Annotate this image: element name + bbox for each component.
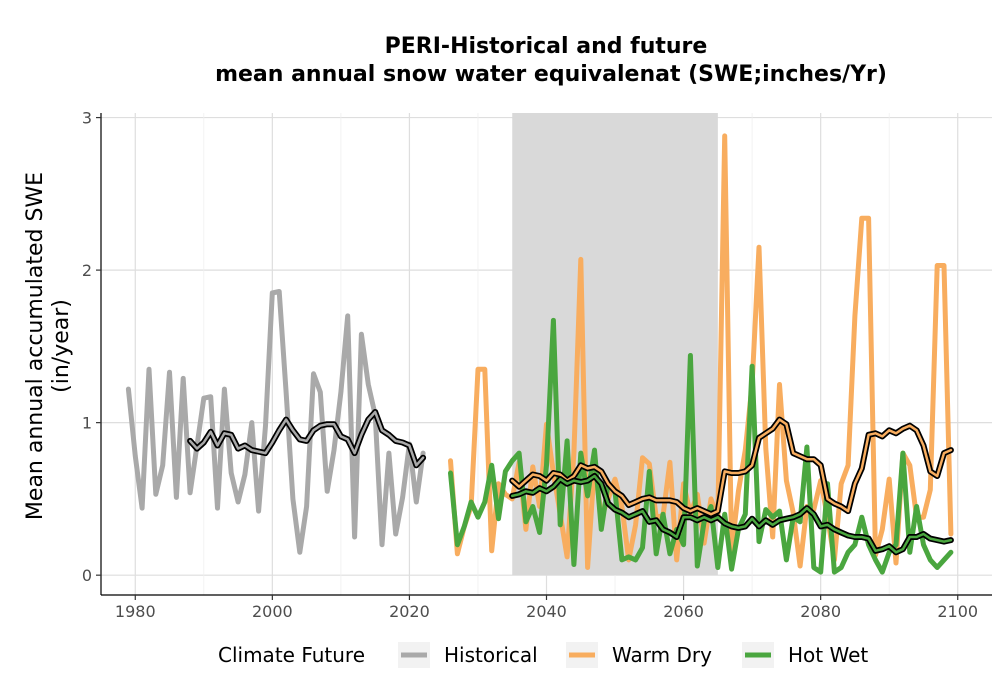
- legend-title: Climate Future: [218, 643, 365, 667]
- smooth-line-hot-wet: [510, 474, 953, 554]
- chart-title-line2: mean annual snow water equivalenat (SWE;…: [215, 62, 887, 87]
- x-tick-label: 2060: [663, 602, 704, 621]
- y-tick-label: 3: [82, 109, 92, 128]
- smooth-line-historical: [188, 410, 425, 467]
- legend-label-historical: Historical: [444, 643, 538, 667]
- chart-title-line1: PERI-Historical and future: [385, 34, 708, 59]
- legend-item-historical: Historical: [398, 642, 538, 668]
- y-tick-label: 1: [82, 414, 92, 433]
- x-tick-label: 2040: [526, 602, 567, 621]
- x-tick-label: 1980: [115, 602, 156, 621]
- y-tick-label: 0: [82, 566, 92, 585]
- plot-area: 0 1 2 3 1980 2000 2020 2040 2060 2080 2100: [82, 109, 992, 621]
- legend-item-warm-dry: Warm Dry: [566, 642, 712, 668]
- x-tick-label: 2100: [937, 602, 978, 621]
- x-tick-label: 2080: [800, 602, 841, 621]
- legend-label-hot-wet: Hot Wet: [788, 643, 868, 667]
- legend-label-warm-dry: Warm Dry: [612, 643, 712, 667]
- x-tick-label: 2020: [389, 602, 430, 621]
- smooth-line-warm-dry: [510, 418, 953, 516]
- x-tick-label: 2000: [252, 602, 293, 621]
- y-axis-label-line2: (in/year): [49, 299, 74, 393]
- y-tick-label: 2: [82, 261, 92, 280]
- legend-item-hot-wet: Hot Wet: [742, 642, 868, 668]
- legend: Climate Future Historical Warm Dry Hot W…: [218, 642, 868, 668]
- y-axis-label-line1: Mean annual accumulated SWE: [23, 172, 48, 520]
